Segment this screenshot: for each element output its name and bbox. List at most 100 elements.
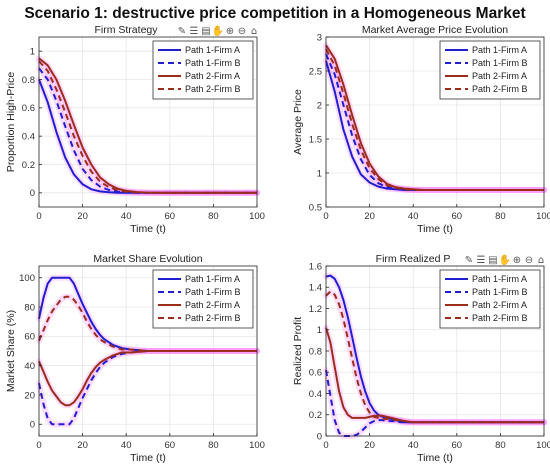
- chart-3-xlabel: Time (t): [130, 452, 166, 464]
- chart-2-legend-label-4: Path 2-Firm B: [472, 84, 528, 94]
- chart-4-ytick-label-7: 1.4: [309, 283, 322, 294]
- chart-1-xtick-label-2: 40: [121, 211, 132, 222]
- chart-4-legend-label-3: Path 2-Firm A: [472, 300, 527, 310]
- chart-1-legend: Path 1-Firm A Path 1-Firm B Path 2-Firm A P…: [152, 40, 254, 100]
- chart-4-legend-label-4: Path 2-Firm B: [472, 313, 528, 323]
- chart-3-legend-label-1: Path 1-Firm A: [185, 274, 240, 284]
- chart-2-ytick-label-2: 1.5: [309, 134, 322, 145]
- chart-panel-3: 0 20 40 60 80 100 0 20 40 60 80 100 Time (t) Market S…: [5, 253, 265, 464]
- chart-4-series-group: [323, 272, 547, 439]
- chart-4-xtick-label-2: 40: [408, 440, 419, 451]
- chart-4-ytick-label-3: 0.6: [309, 368, 322, 379]
- chart-4-axes-toolbar: ✎ ☰ ▤ ✋ ⊕ ⊖ ⌂: [465, 253, 544, 266]
- chart-4-legend: Path 1-Firm A Path 1-Firm B Path 2-Firm A P…: [439, 269, 541, 329]
- chart-3-xtick-label-1: 20: [77, 440, 88, 451]
- zoom-in-icon: ⊕: [226, 26, 234, 37]
- chart-panel-1: 0 20 40 60 80 100 0 0.2 0.4 0.6 0.8 1 Time (t) Propor…: [5, 24, 265, 235]
- chart-1-xtick-label-3: 60: [165, 211, 176, 222]
- chart-4-ytick-label-1: 0.2: [309, 410, 322, 421]
- chart-2-series-group: [323, 42, 547, 193]
- chart-3-legend-label-4: Path 2-Firm B: [185, 313, 241, 323]
- chart-1-xtick-label-1: 20: [77, 211, 88, 222]
- chart-4-xtick-label-0: 0: [323, 440, 328, 451]
- chart-1-legend-label-1: Path 1-Firm A: [185, 45, 240, 55]
- zoom-in-icon: ⊕: [513, 255, 521, 266]
- chart-4-ytick-label-0: 0: [317, 431, 322, 442]
- chart-3-legend-label-2: Path 1-Firm B: [185, 287, 241, 297]
- chart-3-xtick-label-2: 40: [121, 440, 132, 451]
- chart-1-xtick-label-4: 80: [208, 211, 219, 222]
- brush-icon: ✎: [465, 255, 473, 266]
- chart-1-ytick-label-3: 0.6: [22, 103, 35, 114]
- chart-2-legend: Path 1-Firm A Path 1-Firm B Path 2-Firm A P…: [439, 40, 541, 100]
- chart-2-ytick-label-5: 3: [317, 32, 322, 43]
- chart-1-series-group: [36, 55, 260, 196]
- chart-1-ytick-label-4: 0.8: [22, 75, 35, 86]
- chart-3-xtick-label-4: 80: [208, 440, 219, 451]
- chart-4-ytick-label-4: 0.8: [309, 346, 322, 357]
- chart-2-xtick-label-1: 20: [364, 211, 375, 222]
- home-icon: ⌂: [538, 255, 544, 266]
- chart-1-title: Firm Strategy: [94, 24, 158, 36]
- chart-2-ytick-label-0: 0.5: [309, 202, 322, 213]
- chart-1-series-4-line: [38, 60, 257, 194]
- chart-1-ylabel: Proportion High-Price: [5, 72, 17, 173]
- chart-3-ylabel: Market Share (%): [5, 310, 17, 392]
- chart-4-ytick-label-2: 0.4: [309, 389, 322, 400]
- chart-4-ylabel: Realized Profit: [292, 317, 304, 385]
- chart-1-ytick-label-0: 0: [30, 188, 35, 199]
- chart-2-legend-label-1: Path 1-Firm A: [472, 45, 527, 55]
- chart-3-xtick-label-0: 0: [36, 440, 41, 451]
- datatip-icon: ☰: [190, 26, 199, 37]
- zoom-out-icon: ⊖: [238, 26, 246, 37]
- chart-4-xtick-label-1: 20: [364, 440, 375, 451]
- chart-2-legend-label-3: Path 2-Firm A: [472, 71, 527, 81]
- zoom-out-icon: ⊖: [525, 255, 533, 266]
- chart-1-ytick-label-1: 0.2: [22, 160, 35, 171]
- chart-1-xlabel: Time (t): [130, 223, 166, 235]
- rotate-icon: ▤: [201, 26, 210, 37]
- chart-1-xtick-label-5: 100: [249, 211, 265, 222]
- chart-1-legend-label-4: Path 2-Firm B: [185, 84, 241, 94]
- chart-2-ytick-label-1: 1: [317, 168, 322, 179]
- datatip-icon: ☰: [477, 255, 486, 266]
- chart-4-xtick-label-5: 100: [536, 440, 550, 451]
- chart-2-xtick-label-2: 40: [408, 211, 419, 222]
- chart-4-legend-label-2: Path 1-Firm B: [472, 287, 528, 297]
- chart-3-series-2-line: [38, 350, 257, 426]
- chart-3-ytick-label-4: 80: [24, 302, 35, 313]
- chart-2-xtick-label-0: 0: [323, 211, 328, 222]
- chart-3-title: Market Share Evolution: [93, 253, 202, 265]
- chart-3-series-1-line: [38, 276, 257, 352]
- home-icon: ⌂: [251, 26, 257, 37]
- chart-2-xtick-label-5: 100: [536, 211, 550, 222]
- chart-3-ytick-label-1: 20: [24, 390, 35, 401]
- chart-3-xtick-label-3: 60: [165, 440, 176, 451]
- chart-panel-4: 0 20 40 60 80 100 0 0.2 0.4 0.6 0.8 1 1.2 1.4 1.6 Time …: [292, 253, 550, 464]
- chart-2-ytick-label-3: 2: [317, 100, 322, 111]
- chart-3-ytick-label-3: 60: [24, 332, 35, 343]
- chart-4-xtick-label-4: 80: [495, 440, 506, 451]
- chart-2-series-4-line: [325, 48, 544, 191]
- pan-icon: ✋: [212, 24, 224, 37]
- brush-icon: ✎: [178, 26, 186, 37]
- chart-4-legend-label-1: Path 1-Firm A: [472, 274, 527, 284]
- rotate-icon: ▤: [488, 255, 497, 266]
- chart-2-ylabel: Average Price: [292, 89, 304, 155]
- chart-4-series-4-line: [325, 290, 544, 424]
- chart-1-axes-toolbar: ✎ ☰ ▤ ✋ ⊕ ⊖ ⌂: [178, 24, 257, 37]
- pan-icon: ✋: [499, 253, 511, 266]
- chart-2-title: Market Average Price Evolution: [362, 24, 508, 36]
- chart-1-axes-box: [38, 36, 258, 208]
- chart-3-ytick-label-2: 40: [24, 361, 35, 372]
- chart-3-series-group: [36, 274, 260, 428]
- chart-2-xtick-label-3: 60: [452, 211, 463, 222]
- chart-4-title: Firm Realized P: [376, 253, 451, 265]
- chart-2-xlabel: Time (t): [417, 223, 453, 235]
- chart-3-axes-box: [38, 265, 258, 437]
- chart-panel-2: 0 20 40 60 80 100 0.5 1 1.5 2 2.5 3 Time (t) Average …: [292, 24, 550, 235]
- chart-3-legend: Path 1-Firm A Path 1-Firm B Path 2-Firm A P…: [152, 269, 254, 329]
- chart-1-ytick-label-2: 0.4: [22, 131, 35, 142]
- chart-1-legend-label-3: Path 2-Firm A: [185, 71, 240, 81]
